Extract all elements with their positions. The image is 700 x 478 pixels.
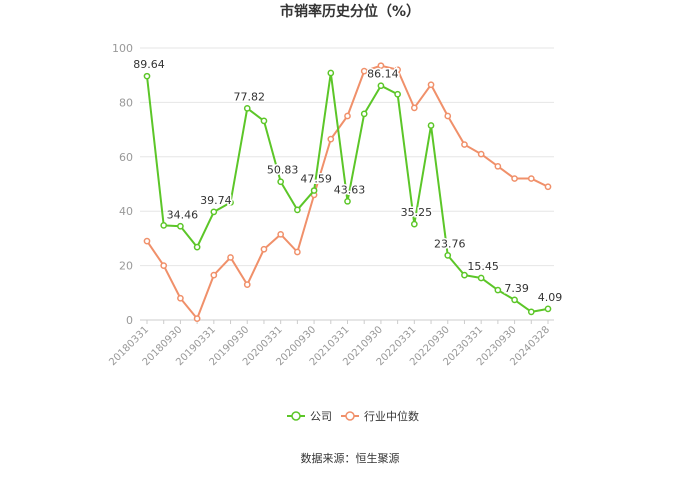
data-point[interactable] xyxy=(511,175,518,182)
data-label: 43.63 xyxy=(334,183,366,196)
chart-title: 市销率历史分位（%） xyxy=(280,3,420,20)
source-note: 数据来源：恒生聚源 xyxy=(301,451,400,465)
y-tick-label: 80 xyxy=(119,96,133,109)
data-point[interactable] xyxy=(377,82,385,90)
data-label: 89.64 xyxy=(133,58,165,71)
legend-label-company: 公司 xyxy=(310,410,332,423)
data-point[interactable] xyxy=(427,81,435,89)
data-point[interactable] xyxy=(277,230,285,238)
data-point[interactable] xyxy=(444,252,452,259)
legend-marker-industry xyxy=(345,411,355,421)
data-point[interactable] xyxy=(511,296,518,304)
data-point[interactable] xyxy=(177,222,184,230)
data-point[interactable] xyxy=(444,112,452,120)
y-axis: 0 20 40 60 80 100 xyxy=(112,42,133,327)
data-point[interactable] xyxy=(177,294,184,302)
data-point[interactable] xyxy=(143,72,151,80)
data-point[interactable] xyxy=(143,237,151,245)
data-point[interactable] xyxy=(310,187,318,194)
y-tick-label: 60 xyxy=(119,151,133,164)
data-label: 39.74 xyxy=(200,194,232,207)
data-point[interactable] xyxy=(394,66,401,74)
data-point[interactable] xyxy=(477,150,485,158)
data-point[interactable] xyxy=(477,274,485,282)
data-point[interactable] xyxy=(527,308,535,316)
data-point[interactable] xyxy=(327,135,335,143)
data-label: 15.45 xyxy=(467,260,499,273)
y-tick-label: 40 xyxy=(119,205,133,218)
y-tick-label: 20 xyxy=(119,260,133,273)
data-label: 86.14 xyxy=(367,68,399,81)
data-point[interactable] xyxy=(394,90,401,98)
data-point[interactable] xyxy=(527,175,535,182)
data-point[interactable] xyxy=(260,245,268,253)
legend-item-industry-median[interactable]: 行业中位数 xyxy=(341,409,419,423)
data-point[interactable] xyxy=(544,183,552,191)
data-point[interactable] xyxy=(294,206,301,214)
data-point[interactable] xyxy=(427,122,435,129)
data-point[interactable] xyxy=(160,221,168,229)
data-label: 7.39 xyxy=(504,282,529,295)
data-point[interactable] xyxy=(294,248,301,256)
data-label: 77.82 xyxy=(234,90,266,103)
data-point[interactable] xyxy=(260,117,268,125)
data-point[interactable] xyxy=(160,262,168,269)
data-point[interactable] xyxy=(494,286,502,294)
data-label: 4.09 xyxy=(538,291,563,304)
data-point[interactable] xyxy=(210,208,218,216)
data-point[interactable] xyxy=(243,281,251,288)
data-point[interactable] xyxy=(277,178,285,186)
data-label: 47.59 xyxy=(300,173,332,186)
data-label: 50.83 xyxy=(267,164,299,177)
data-point[interactable] xyxy=(360,110,368,118)
y-tick-label: 100 xyxy=(112,42,133,55)
data-point[interactable] xyxy=(410,220,418,228)
data-point[interactable] xyxy=(243,104,251,112)
data-point[interactable] xyxy=(210,271,218,279)
data-point[interactable] xyxy=(360,67,368,75)
data-point[interactable] xyxy=(461,271,468,279)
data-point[interactable] xyxy=(227,254,234,261)
data-point[interactable] xyxy=(344,197,351,205)
data-point[interactable] xyxy=(193,243,201,251)
data-point[interactable] xyxy=(410,104,418,112)
series-layer xyxy=(143,62,552,322)
data-label: 35.25 xyxy=(401,206,433,219)
legend-label-industry: 行业中位数 xyxy=(364,409,419,423)
data-point[interactable] xyxy=(544,305,552,313)
y-tick-label: 0 xyxy=(126,314,133,327)
legend-item-company[interactable]: 公司 xyxy=(287,410,332,423)
data-label: 23.76 xyxy=(434,237,466,250)
data-point[interactable] xyxy=(377,62,385,70)
data-label: 34.46 xyxy=(167,208,199,221)
legend: 公司 行业中位数 xyxy=(287,409,419,423)
legend-marker-company xyxy=(291,411,301,421)
data-point[interactable] xyxy=(494,162,502,170)
data-point[interactable] xyxy=(344,112,351,120)
data-point[interactable] xyxy=(227,199,234,206)
data-point[interactable] xyxy=(461,141,468,148)
data-point[interactable] xyxy=(327,69,335,77)
data-point[interactable] xyxy=(193,315,201,322)
x-axis: 2018033120180930201903312019093020200331… xyxy=(107,319,554,368)
